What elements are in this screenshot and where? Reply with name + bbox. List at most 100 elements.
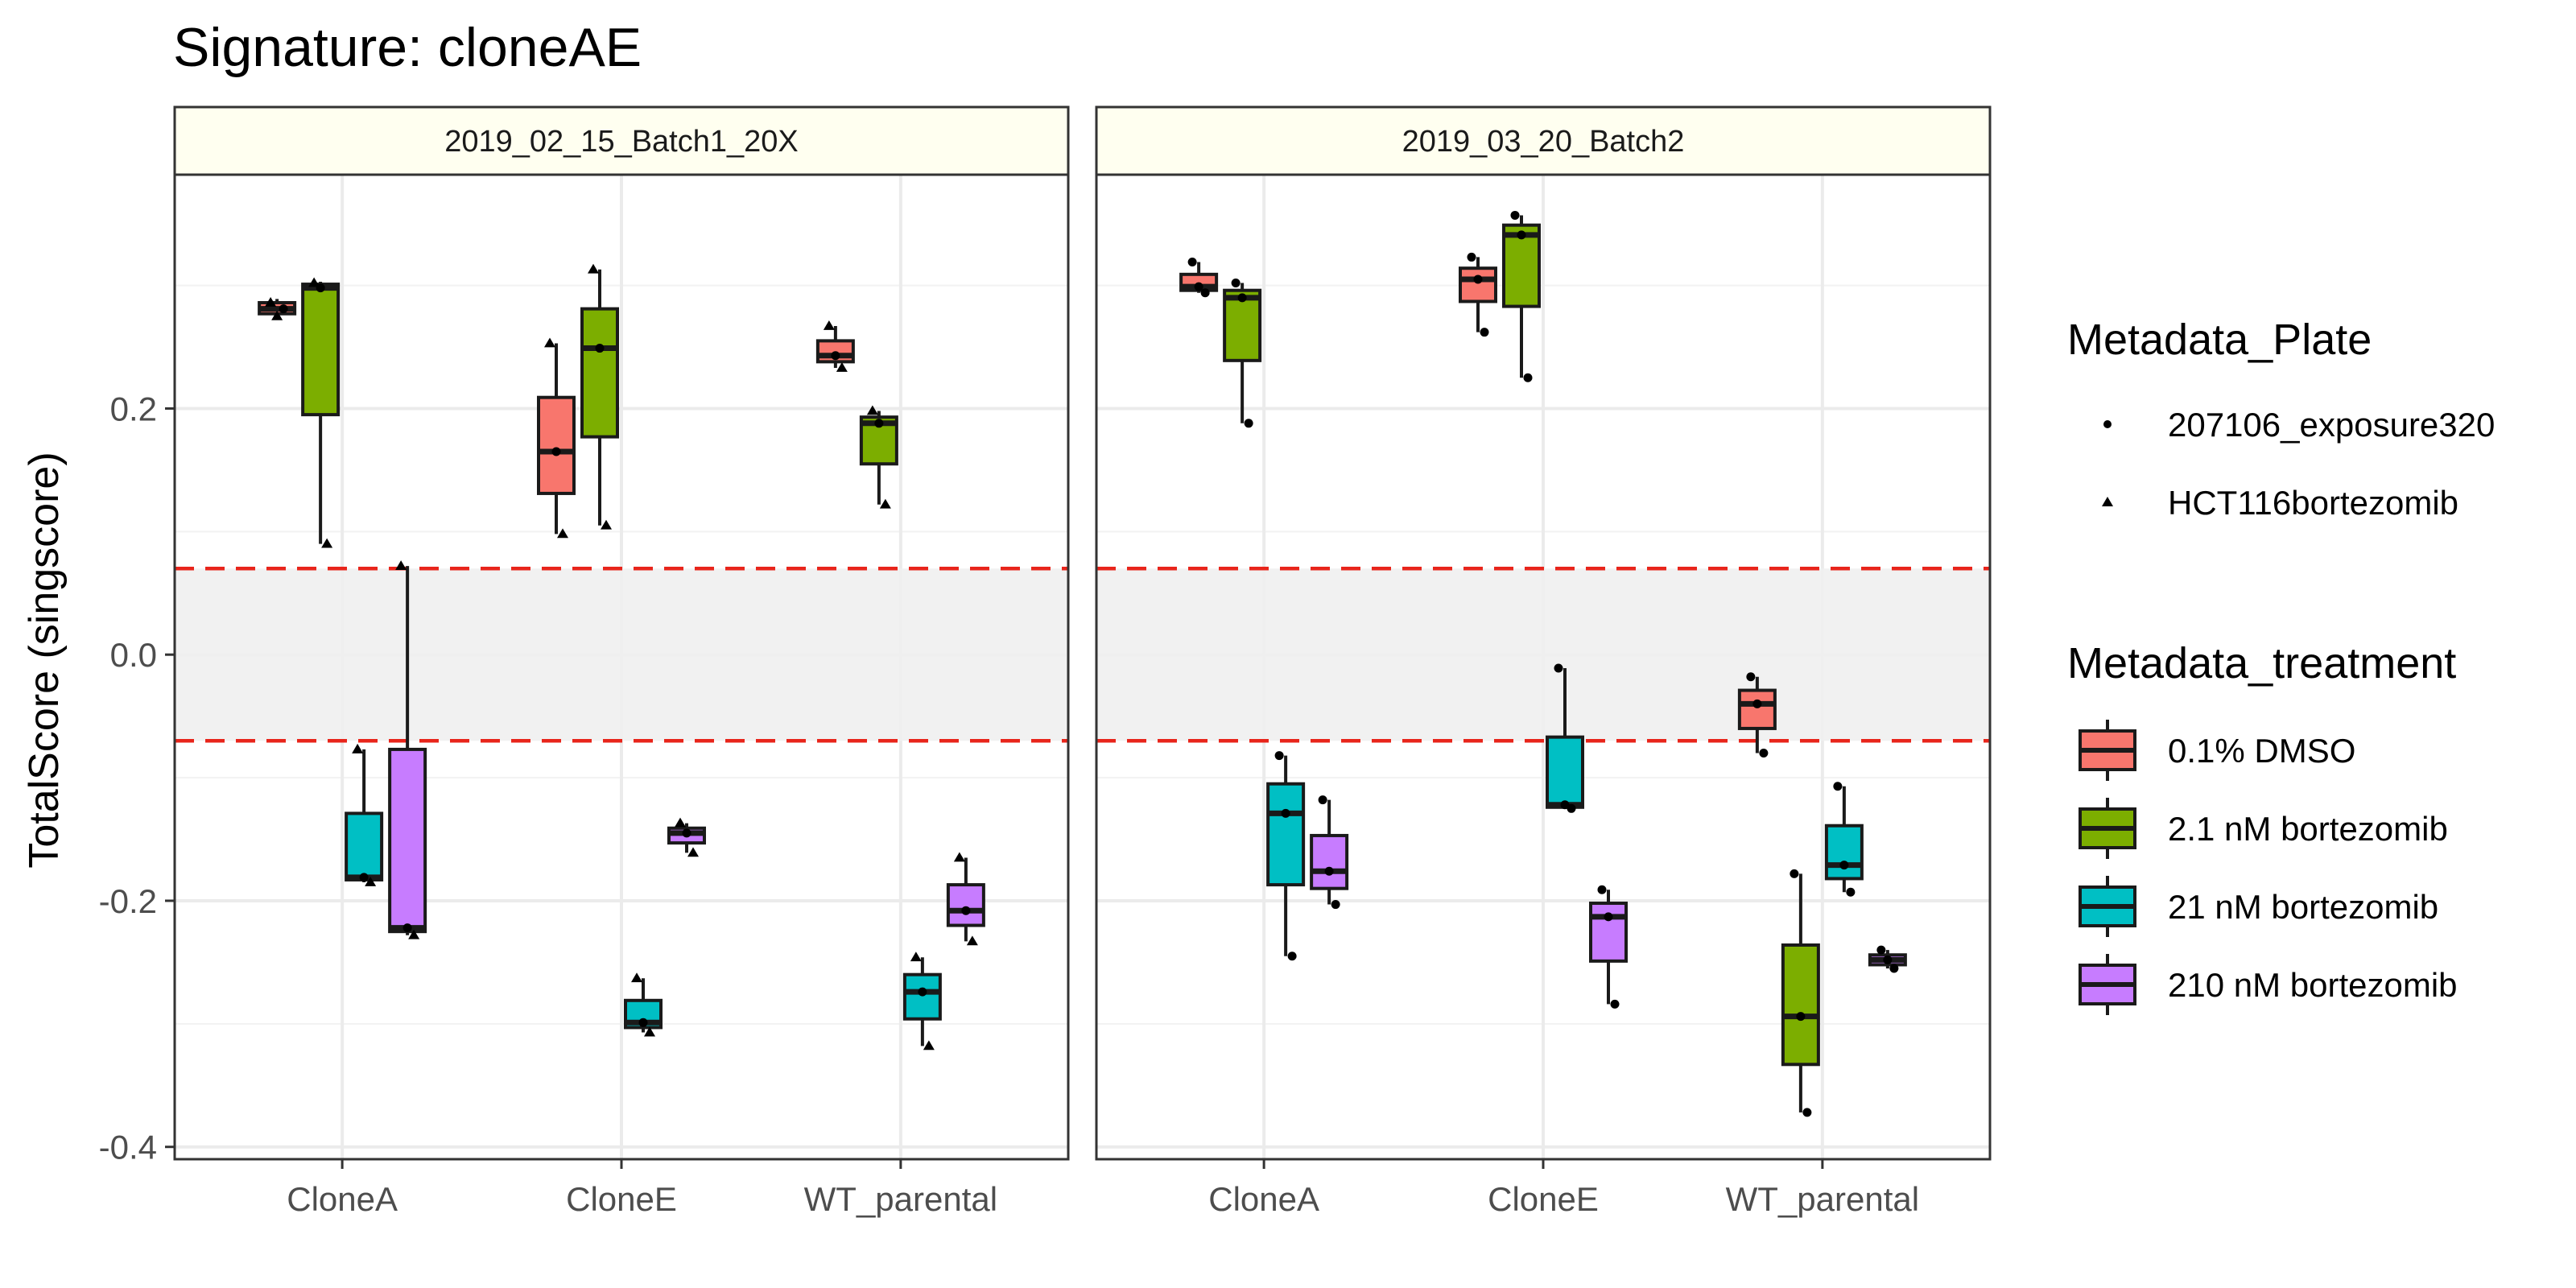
y-axis: -0.4 -0.2 0.0 0.2 bbox=[99, 390, 175, 1166]
data-point-circle bbox=[1802, 1108, 1812, 1117]
x-tick-label: CloneE bbox=[566, 1180, 677, 1218]
box-body bbox=[537, 395, 576, 495]
box-CloneE-3 bbox=[1589, 885, 1628, 1009]
legend-key-box bbox=[2079, 720, 2136, 781]
data-point-triangle bbox=[601, 519, 612, 530]
y-axis-title: TotalScore (singscore) bbox=[21, 452, 68, 868]
box-body bbox=[388, 747, 427, 934]
data-point-circle bbox=[402, 923, 412, 933]
data-point-circle bbox=[1523, 373, 1533, 382]
data-point-triangle bbox=[365, 877, 377, 886]
legend-treatment-label: 210 nM bortezomib bbox=[2168, 966, 2458, 1004]
box-WT_parental-0 bbox=[1737, 672, 1777, 758]
legend-treatment-label: 0.1% DMSO bbox=[2168, 732, 2355, 770]
box-body bbox=[1223, 288, 1262, 362]
legend-key-box bbox=[2079, 798, 2136, 859]
box-CloneE-0 bbox=[1459, 252, 1497, 337]
data-point-circle bbox=[1244, 419, 1253, 428]
data-point-triangle bbox=[557, 528, 568, 539]
data-point-triangle bbox=[631, 972, 642, 983]
legend-key-box bbox=[2079, 954, 2136, 1015]
box-WT_parental-2 bbox=[1824, 782, 1864, 897]
data-point-triangle bbox=[675, 817, 686, 828]
data-point-circle bbox=[1281, 808, 1290, 818]
data-point-circle bbox=[1510, 210, 1520, 220]
data-point-circle bbox=[1287, 952, 1297, 961]
data-point-triangle bbox=[271, 310, 283, 320]
y-tick-label: 0.2 bbox=[110, 390, 157, 427]
box-body bbox=[301, 283, 341, 417]
data-point-triangle bbox=[966, 935, 978, 946]
y-tick-label: 0.0 bbox=[110, 636, 157, 674]
data-point-circle bbox=[1274, 751, 1284, 761]
box-CloneA-2 bbox=[1266, 751, 1306, 961]
data-point-circle bbox=[961, 906, 971, 915]
box-body bbox=[946, 883, 985, 927]
box-CloneE-2 bbox=[1546, 663, 1584, 813]
box-CloneA-1 bbox=[1223, 279, 1262, 428]
data-point-circle bbox=[1839, 861, 1849, 870]
facet-strip-label: 2019_03_20_Batch2 bbox=[1402, 125, 1685, 159]
data-point-circle bbox=[1889, 964, 1899, 973]
data-point-circle bbox=[359, 873, 369, 882]
legend-plate-label: 207106_exposure320 bbox=[2168, 406, 2495, 444]
reference-band bbox=[1096, 568, 1990, 741]
box-WT_parental-2 bbox=[902, 952, 942, 1051]
box-CloneA-3 bbox=[388, 560, 427, 939]
data-point-circle bbox=[1846, 887, 1856, 897]
box-WT_parental-1 bbox=[859, 405, 898, 509]
data-point-circle bbox=[1567, 803, 1576, 813]
legend-treatment-label: 2.1 nM bortezomib bbox=[2168, 810, 2448, 848]
box-WT_parental-1 bbox=[1781, 869, 1820, 1117]
box-WT_parental-0 bbox=[815, 320, 855, 372]
data-point-circle bbox=[1604, 912, 1613, 922]
data-point-triangle bbox=[395, 560, 407, 571]
data-point-triangle bbox=[879, 498, 891, 509]
data-point-circle bbox=[1560, 800, 1570, 810]
data-point-circle bbox=[316, 283, 325, 293]
box-CloneA-0 bbox=[258, 296, 297, 320]
data-point-circle bbox=[1796, 1012, 1806, 1022]
data-point-triangle bbox=[308, 277, 320, 287]
y-tick-label: -0.4 bbox=[99, 1129, 157, 1166]
data-point-circle bbox=[638, 1018, 648, 1027]
legend-plate-title: Metadata_Plate bbox=[2067, 316, 2372, 364]
data-point-circle bbox=[1194, 282, 1203, 291]
box-body bbox=[902, 972, 942, 1021]
data-point-circle bbox=[1610, 999, 1620, 1009]
legend-treatment-title: Metadata_treatment bbox=[2067, 639, 2456, 687]
box-CloneA-0 bbox=[1179, 258, 1219, 298]
data-point-circle bbox=[1597, 885, 1607, 894]
panel: 2019_02_15_Batch1_20X CloneA CloneE WT_pare… bbox=[173, 105, 1070, 1218]
box-CloneE-1 bbox=[1502, 210, 1541, 382]
data-point-circle bbox=[1324, 866, 1334, 876]
data-point-circle bbox=[1187, 258, 1197, 267]
data-point-circle bbox=[1790, 869, 1799, 878]
data-point-triangle bbox=[866, 405, 878, 415]
reference-band bbox=[175, 568, 1068, 741]
box-body bbox=[1824, 824, 1864, 881]
box-body bbox=[1781, 943, 1820, 1067]
x-tick-label: CloneE bbox=[1488, 1180, 1599, 1218]
panel: 2019_03_20_Batch2 CloneA CloneE WT_parental bbox=[1095, 105, 1992, 1218]
data-point-triangle bbox=[953, 852, 965, 862]
box-body bbox=[1310, 833, 1349, 890]
data-point-triangle bbox=[408, 929, 420, 939]
data-point-circle bbox=[1480, 328, 1489, 337]
chart-title: Signature: cloneAE bbox=[173, 17, 642, 78]
facet-panels: 2019_02_15_Batch1_20X CloneA CloneE WT_pare… bbox=[99, 105, 1992, 1218]
legend-key-circle bbox=[2103, 420, 2112, 428]
box-WT_parental-3 bbox=[1868, 945, 1907, 973]
data-point-circle bbox=[874, 419, 884, 428]
legend-treatment: Metadata_treatment 0.1% DMSO 2.1 nM bortez… bbox=[2067, 639, 2458, 1015]
data-point-triangle bbox=[923, 1040, 935, 1051]
data-point-triangle bbox=[823, 320, 835, 330]
y-tick-label: -0.2 bbox=[99, 882, 157, 920]
data-point-circle bbox=[1473, 275, 1483, 284]
data-point-triangle bbox=[588, 263, 599, 274]
data-point-circle bbox=[279, 304, 288, 314]
data-point-circle bbox=[595, 344, 605, 353]
data-point-circle bbox=[1752, 699, 1762, 708]
data-point-triangle bbox=[687, 847, 699, 857]
legend-plate: Metadata_Plate 207106_exposure320 HCT116bo… bbox=[2067, 316, 2495, 522]
